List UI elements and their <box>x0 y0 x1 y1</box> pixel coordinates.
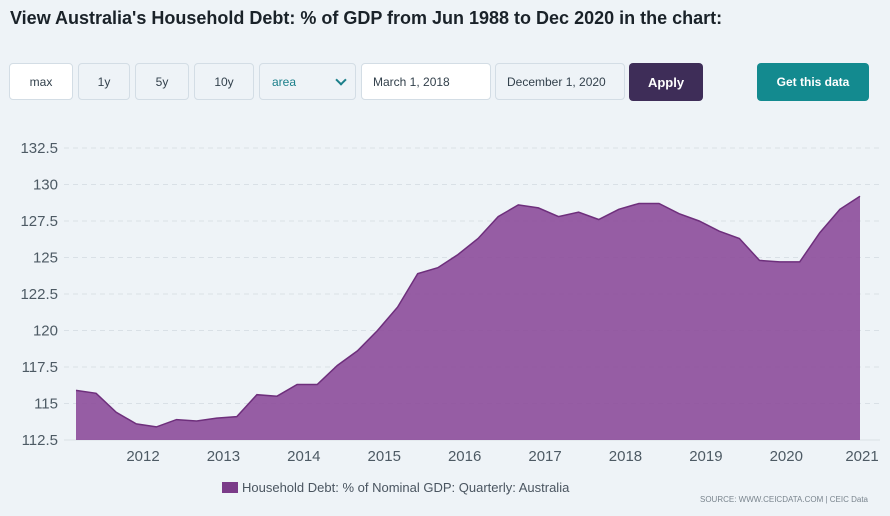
chart-type-value: area <box>272 74 297 89</box>
range-1y-button[interactable]: 1y <box>78 63 130 100</box>
get-data-button[interactable]: Get this data <box>757 63 869 101</box>
x-tick-label: 2015 <box>368 448 401 465</box>
x-tick-label: 2018 <box>609 448 642 465</box>
x-tick-label: 2017 <box>528 448 561 465</box>
legend[interactable]: Household Debt: % of Nominal GDP: Quarte… <box>222 480 569 495</box>
series-area <box>76 196 860 440</box>
chart-type-select[interactable]: area <box>259 63 356 100</box>
x-axis: 2012 2013 2014 2015 2016 2017 2018 2019 2020 2021 <box>64 439 880 465</box>
y-tick-label: 120 <box>33 323 58 340</box>
y-tick-label: 132.5 <box>20 140 58 157</box>
x-tick-label: 2021 <box>845 448 878 465</box>
x-tick-label: 2019 <box>689 448 722 465</box>
apply-button[interactable]: Apply <box>629 63 703 101</box>
range-5y-button[interactable]: 5y <box>135 63 189 100</box>
x-tick-label: 2014 <box>287 448 320 465</box>
y-tick-label: 122.5 <box>20 286 58 303</box>
legend-label: Household Debt: % of Nominal GDP: Quarte… <box>242 480 570 495</box>
page-title: View Australia's Household Debt: % of GD… <box>10 8 723 28</box>
x-tick-label: 2016 <box>448 448 481 465</box>
source-note: SOURCE: WWW.CEICDATA.COM | CEIC Data <box>699 495 868 504</box>
start-date-input[interactable]: March 1, 2018 <box>361 63 491 100</box>
y-axis: 132.5 130 127.5 125 122.5 120 117.5 115 112.5 <box>20 140 58 449</box>
y-tick-label: 125 <box>33 250 58 267</box>
y-tick-label: 112.5 <box>22 432 58 449</box>
x-tick-label: 2013 <box>207 448 240 465</box>
range-max-button[interactable]: max <box>9 63 73 100</box>
y-tick-label: 130 <box>33 177 58 194</box>
x-tick-label: 2012 <box>126 448 159 465</box>
chevron-down-icon <box>335 73 347 86</box>
y-tick-label: 117.5 <box>22 359 58 376</box>
legend-swatch <box>222 482 238 493</box>
series-line <box>75 195 861 428</box>
range-10y-button[interactable]: 10y <box>194 63 254 100</box>
y-tick-label: 115 <box>34 396 58 413</box>
x-tick-label: 2020 <box>770 448 803 465</box>
area-chart: 132.5 130 127.5 125 122.5 120 117.5 115 112.5 20… <box>20 140 880 465</box>
end-date-input[interactable]: December 1, 2020 <box>495 63 625 100</box>
y-tick-label: 127.5 <box>20 213 58 230</box>
